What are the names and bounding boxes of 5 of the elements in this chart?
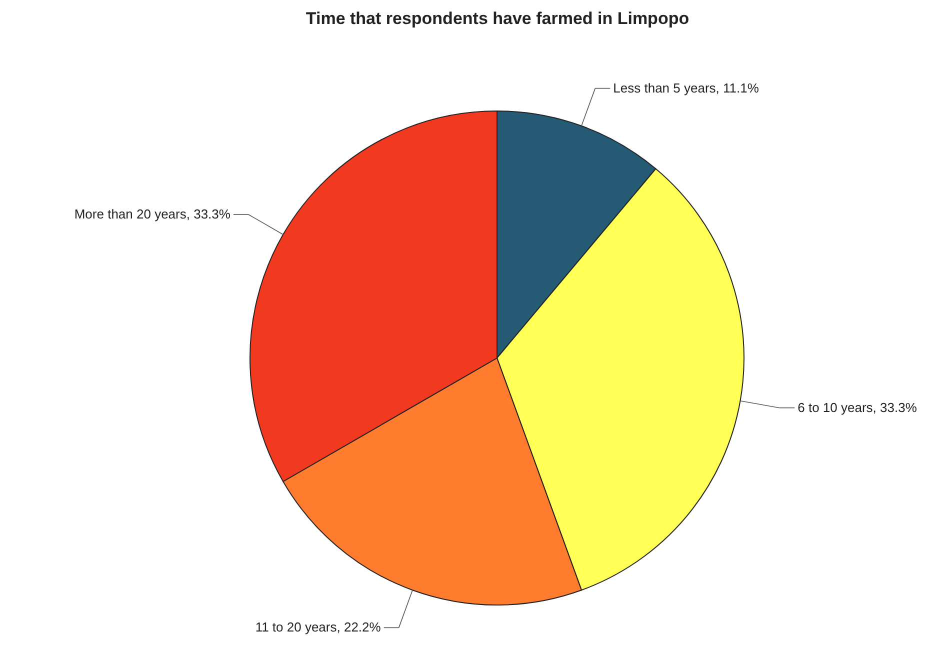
slice-label: 6 to 10 years, 33.3% — [798, 400, 918, 415]
slice-label: More than 20 years, 33.3% — [74, 206, 231, 222]
slice-label: 11 to 20 years, 22.2% — [255, 620, 382, 635]
chart-title: Time that respondents have farmed in Limpopo — [306, 9, 690, 28]
slice-label: Less than 5 years, 11.1% — [613, 80, 760, 96]
